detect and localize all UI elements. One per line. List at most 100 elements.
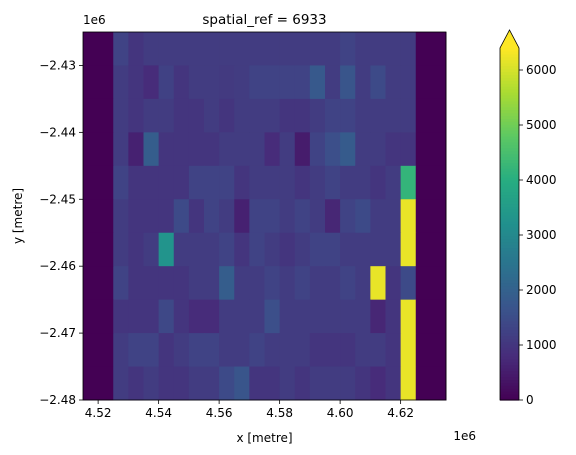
colorbar-segment xyxy=(500,323,519,328)
heatmap-cell xyxy=(204,299,220,334)
colorbar-segment xyxy=(500,238,519,243)
colorbar-segment xyxy=(500,221,519,225)
colorbar-segment xyxy=(500,92,519,96)
colorbar-segment xyxy=(500,109,519,114)
heatmap-cell xyxy=(279,366,296,401)
colorbar-segment xyxy=(500,332,519,337)
heatmap-cell xyxy=(249,98,265,133)
colorbar-segment xyxy=(500,171,519,175)
heatmap-cell xyxy=(279,132,296,167)
colorbar-segment xyxy=(500,373,519,378)
heatmap-cell xyxy=(309,299,326,334)
colorbar-segment xyxy=(500,279,519,284)
colorbar-segment xyxy=(500,358,519,363)
colorbar-segment xyxy=(500,141,519,146)
heatmap-cell xyxy=(188,366,205,401)
heatmap-cell xyxy=(325,299,341,334)
colorbar-segment xyxy=(500,115,519,119)
colorbar-segment xyxy=(500,361,519,366)
colorbar-segment xyxy=(500,247,519,251)
colorbar-segment xyxy=(500,197,519,202)
heatmap-cell xyxy=(400,98,417,133)
heatmap-cell xyxy=(400,65,417,100)
heatmap-cell xyxy=(83,199,114,234)
colorbar-segment xyxy=(500,226,519,231)
heatmap-cell xyxy=(279,333,296,368)
colorbar-segment xyxy=(500,335,519,339)
colorbar-segment xyxy=(500,103,519,108)
colorbar-segment xyxy=(500,273,519,278)
heatmap-cell xyxy=(128,132,144,167)
colorbar-segment xyxy=(500,297,519,301)
heatmap-cell xyxy=(143,333,160,368)
chart-title: spatial_ref = 6933 xyxy=(202,12,326,28)
heatmap-cell xyxy=(113,32,129,66)
heatmap-cell xyxy=(355,165,371,200)
heatmap-cell xyxy=(294,165,311,200)
heatmap-cell xyxy=(113,232,129,267)
y-tick-label: −2.44 xyxy=(39,125,76,139)
colorbar-segment xyxy=(500,294,519,298)
colorbar-segment xyxy=(500,206,519,210)
heatmap-cell xyxy=(264,165,281,200)
colorbar-segment xyxy=(500,288,519,293)
heatmap-cell xyxy=(173,366,190,401)
heatmap-cell xyxy=(294,366,311,401)
heatmap-cell xyxy=(128,299,144,334)
colorbar-segment xyxy=(500,100,519,105)
heatmap-cell xyxy=(234,132,250,167)
plot-frame xyxy=(82,31,447,401)
heatmap-cell xyxy=(113,266,129,301)
colorbar-segment xyxy=(500,62,519,67)
colorbar-segment xyxy=(500,388,519,392)
x-axis-label: x [metre] xyxy=(236,431,292,445)
colorbar-segment xyxy=(500,370,519,375)
heatmap-cell xyxy=(294,266,311,301)
colorbar-segment xyxy=(500,191,519,196)
colorbar-segment xyxy=(500,168,519,172)
heatmap-cell xyxy=(340,199,356,234)
heatmap-cell xyxy=(355,299,371,334)
colorbar-segment xyxy=(500,185,519,190)
colorbar-segment xyxy=(500,317,519,322)
colorbar-segment xyxy=(500,138,519,143)
heatmap-cell xyxy=(204,98,220,133)
heatmap-cell xyxy=(385,165,402,200)
heatmap-cell xyxy=(415,199,447,234)
heatmap-cell xyxy=(158,333,175,368)
heatmap-cell xyxy=(294,333,311,368)
heatmap-cell xyxy=(83,165,114,200)
colorbar-segment xyxy=(500,209,519,213)
y-tick-label: −2.45 xyxy=(39,192,76,206)
heatmap-cell xyxy=(264,299,281,334)
heatmap-cell xyxy=(370,32,386,66)
colorbar-segment xyxy=(500,97,519,102)
colorbar-segment xyxy=(500,124,519,128)
heatmap-cell xyxy=(385,333,402,368)
heatmap-cell xyxy=(340,366,356,401)
colorbar-segment xyxy=(500,150,519,155)
heatmap-cell xyxy=(279,98,296,133)
heatmap-cell xyxy=(385,232,402,267)
colorbar-segment xyxy=(500,203,519,207)
heatmap-cell xyxy=(128,333,144,368)
heatmap-cell xyxy=(264,232,281,267)
heatmap-cell xyxy=(264,65,281,100)
colorbar-segment xyxy=(500,353,519,357)
heatmap-cell xyxy=(309,132,326,167)
heatmap-cell xyxy=(264,266,281,301)
heatmap-cell xyxy=(158,32,175,66)
heatmap-cell xyxy=(143,199,160,234)
heatmap-cell xyxy=(370,199,386,234)
colorbar-segment xyxy=(500,347,519,351)
colorbar-segment xyxy=(500,259,519,263)
heatmap-cell xyxy=(158,366,175,401)
heatmap-cell xyxy=(325,266,341,301)
heatmap-cell xyxy=(173,299,190,334)
heatmap-cell xyxy=(128,65,144,100)
heatmap-cell xyxy=(173,98,190,133)
heatmap-cell xyxy=(309,65,326,100)
heatmap-cells xyxy=(83,32,447,401)
heatmap-cell xyxy=(415,165,447,200)
